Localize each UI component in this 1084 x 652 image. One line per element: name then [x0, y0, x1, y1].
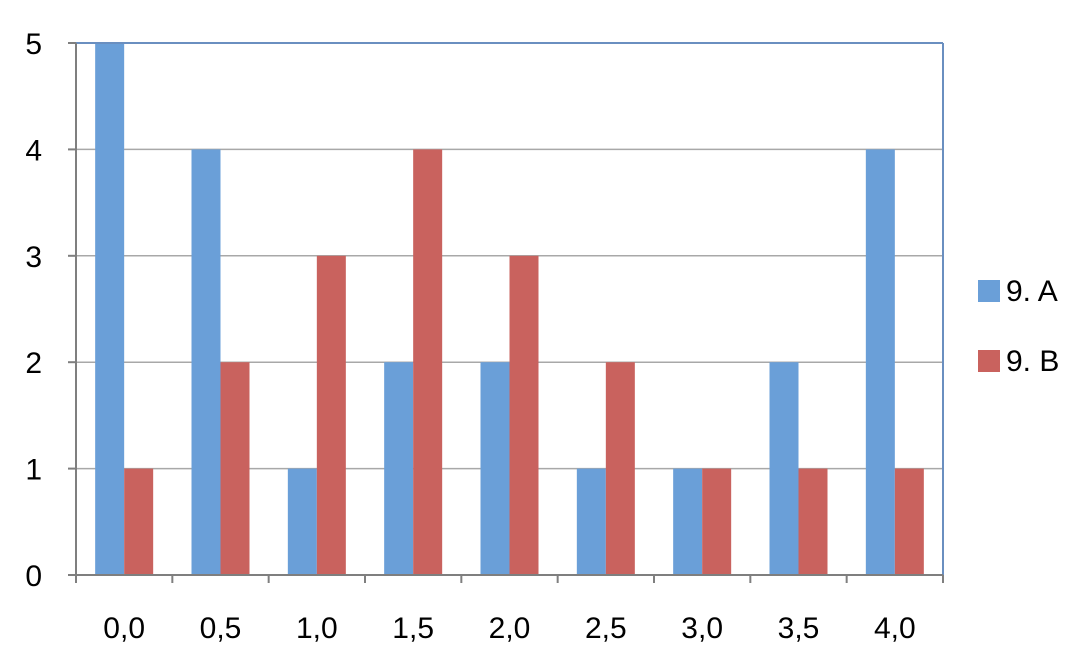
x-tick-label: 3,5	[778, 612, 820, 645]
bars	[95, 43, 924, 576]
bar-series-b	[220, 362, 250, 575]
legend-label: 9. B	[1006, 345, 1059, 378]
legend: 9. A 9. B	[978, 275, 1059, 378]
x-tick-label: 3,0	[681, 612, 723, 645]
bar-series-a	[673, 468, 703, 575]
x-tick-label: 0,0	[103, 612, 145, 645]
y-tick-label: 4	[25, 134, 42, 167]
bar-series-b	[605, 362, 635, 575]
bar-series-b	[798, 468, 828, 575]
x-tick-label: 4,0	[874, 612, 916, 645]
y-tick-label: 1	[25, 454, 42, 487]
bar-series-b	[894, 468, 924, 575]
bar-series-a	[576, 468, 606, 575]
x-tick-label: 2,0	[489, 612, 531, 645]
bar-series-b	[413, 149, 443, 575]
bar-series-a	[769, 362, 799, 575]
y-tick-label: 5	[25, 28, 42, 61]
legend-label: 9. A	[1006, 275, 1058, 308]
bar-series-b	[509, 255, 539, 576]
x-tick-label: 2,5	[585, 612, 627, 645]
bar-series-a	[95, 43, 125, 575]
bar-series-a	[191, 149, 221, 575]
y-tick-label: 0	[25, 560, 42, 593]
y-tick-label: 2	[25, 347, 42, 380]
bar-series-b	[702, 468, 732, 575]
bar-series-b	[124, 468, 154, 575]
bar-series-a	[480, 362, 510, 575]
x-tick-label: 1,5	[392, 612, 434, 645]
legend-swatch	[978, 350, 1000, 372]
y-tick-label: 3	[25, 241, 42, 274]
x-tick-labels: 0,0 0,5 1,0 1,5 2,0 2,5 3,0 3,5 4,0	[103, 612, 915, 645]
legend-swatch	[978, 280, 1000, 302]
x-tick-label: 0,5	[200, 612, 242, 645]
bar-series-a	[287, 468, 317, 575]
bar-series-a	[384, 362, 414, 575]
x-tick-label: 1,0	[296, 612, 338, 645]
y-tick-labels: 0 1 2 3 4 5	[25, 28, 42, 593]
axes	[68, 42, 944, 583]
bar-series-a	[865, 149, 895, 575]
bar-series-b	[316, 255, 346, 576]
